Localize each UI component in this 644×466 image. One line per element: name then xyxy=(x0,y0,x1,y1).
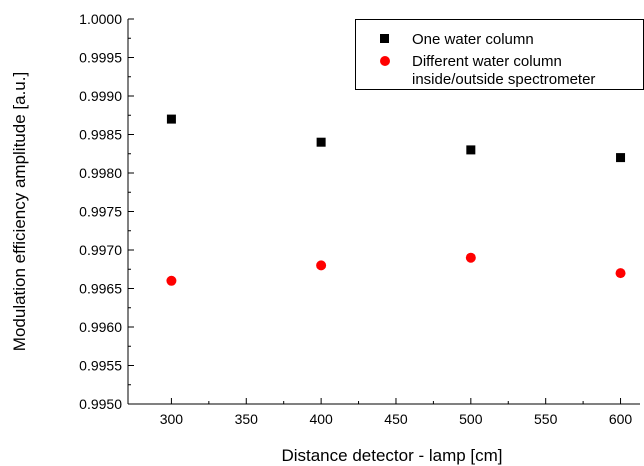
legend-box xyxy=(355,19,644,90)
x-tick-label: 550 xyxy=(534,411,558,427)
data-point-one-water-column xyxy=(616,153,626,163)
y-tick-label: 0.9955 xyxy=(79,358,122,374)
x-tick-label: 500 xyxy=(459,411,483,427)
data-point-one-water-column xyxy=(166,114,176,124)
y-tick-label: 0.9995 xyxy=(79,50,122,66)
y-tick-label: 0.9985 xyxy=(79,127,122,143)
y-tick-label: 0.9975 xyxy=(79,204,122,220)
data-point-different-water-column xyxy=(166,275,177,286)
data-point-one-water-column xyxy=(466,145,476,155)
legend-label-different-water-column: Different water column inside/outside spe… xyxy=(412,53,595,88)
data-point-one-water-column xyxy=(316,137,326,147)
y-axis-title: Modulation efficiency amplitude [a.u.] xyxy=(10,72,29,351)
y-tick-label: 0.9970 xyxy=(79,242,122,258)
x-axis-title: Distance detector - lamp [cm] xyxy=(281,446,502,465)
x-tick-label: 400 xyxy=(309,411,333,427)
y-tick-label: 0.9950 xyxy=(79,396,122,412)
y-tick-label: 0.9960 xyxy=(79,319,122,335)
data-point-different-water-column xyxy=(615,268,626,279)
x-tick-label: 600 xyxy=(609,411,633,427)
x-tick-label: 350 xyxy=(235,411,259,427)
y-tick-label: 0.9965 xyxy=(79,281,122,297)
legend-marker-different-water-column xyxy=(380,56,390,66)
y-tick-label: 0.9980 xyxy=(79,165,122,181)
legend-marker-one-water-column xyxy=(380,34,389,43)
y-tick-label: 0.9990 xyxy=(79,88,122,104)
data-point-different-water-column xyxy=(316,260,327,271)
x-tick-label: 300 xyxy=(160,411,184,427)
data-point-different-water-column xyxy=(465,252,476,263)
y-tick-label: 1.0000 xyxy=(79,11,122,27)
legend-label-one-water-column: One water column xyxy=(412,31,534,48)
x-tick-label: 450 xyxy=(384,411,408,427)
